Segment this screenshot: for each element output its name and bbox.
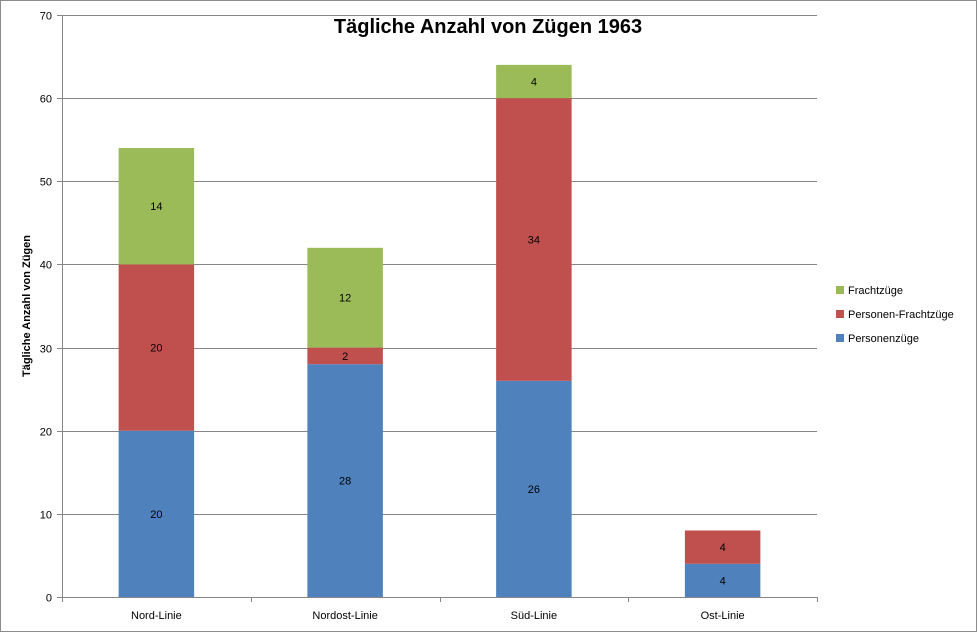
y-tick-label: 0	[46, 593, 52, 605]
y-tick-label: 60	[40, 94, 52, 106]
y-tick-label: 70	[40, 11, 52, 23]
data-label: 34	[528, 234, 540, 246]
x-tick-label: Nord-Linie	[131, 610, 182, 622]
data-label: 20	[150, 509, 162, 521]
x-tick-label: Nordost-Linie	[312, 610, 377, 622]
data-label: 20	[150, 343, 162, 355]
data-label: 4	[531, 77, 537, 89]
y-tick-label: 50	[40, 177, 52, 189]
x-tick-label: Ost-Linie	[701, 610, 745, 622]
data-label: 2	[342, 351, 348, 363]
legend-swatch	[836, 310, 844, 318]
y-tick-label: 40	[40, 260, 52, 272]
y-axis-label: Tägliche Anzahl von Zügen	[21, 235, 33, 377]
y-tick-label: 30	[40, 344, 52, 356]
y-tick-label: 20	[40, 427, 52, 439]
data-label: 12	[339, 293, 351, 305]
chart-title: Tägliche Anzahl von Zügen 1963	[334, 16, 642, 38]
data-label: 4	[720, 575, 726, 587]
legend-swatch	[836, 286, 844, 294]
data-label: 28	[339, 476, 351, 488]
legend-label: Personenzüge	[848, 333, 919, 345]
data-label: 4	[720, 542, 726, 554]
legend-label: Frachtzüge	[848, 285, 903, 297]
x-tick-label: Süd-Linie	[511, 610, 557, 622]
legend-swatch	[836, 334, 844, 342]
data-label: 14	[150, 201, 162, 213]
legend-label: Personen-Frachtzüge	[848, 309, 954, 321]
y-tick-label: 10	[40, 510, 52, 522]
data-label: 26	[528, 484, 540, 496]
